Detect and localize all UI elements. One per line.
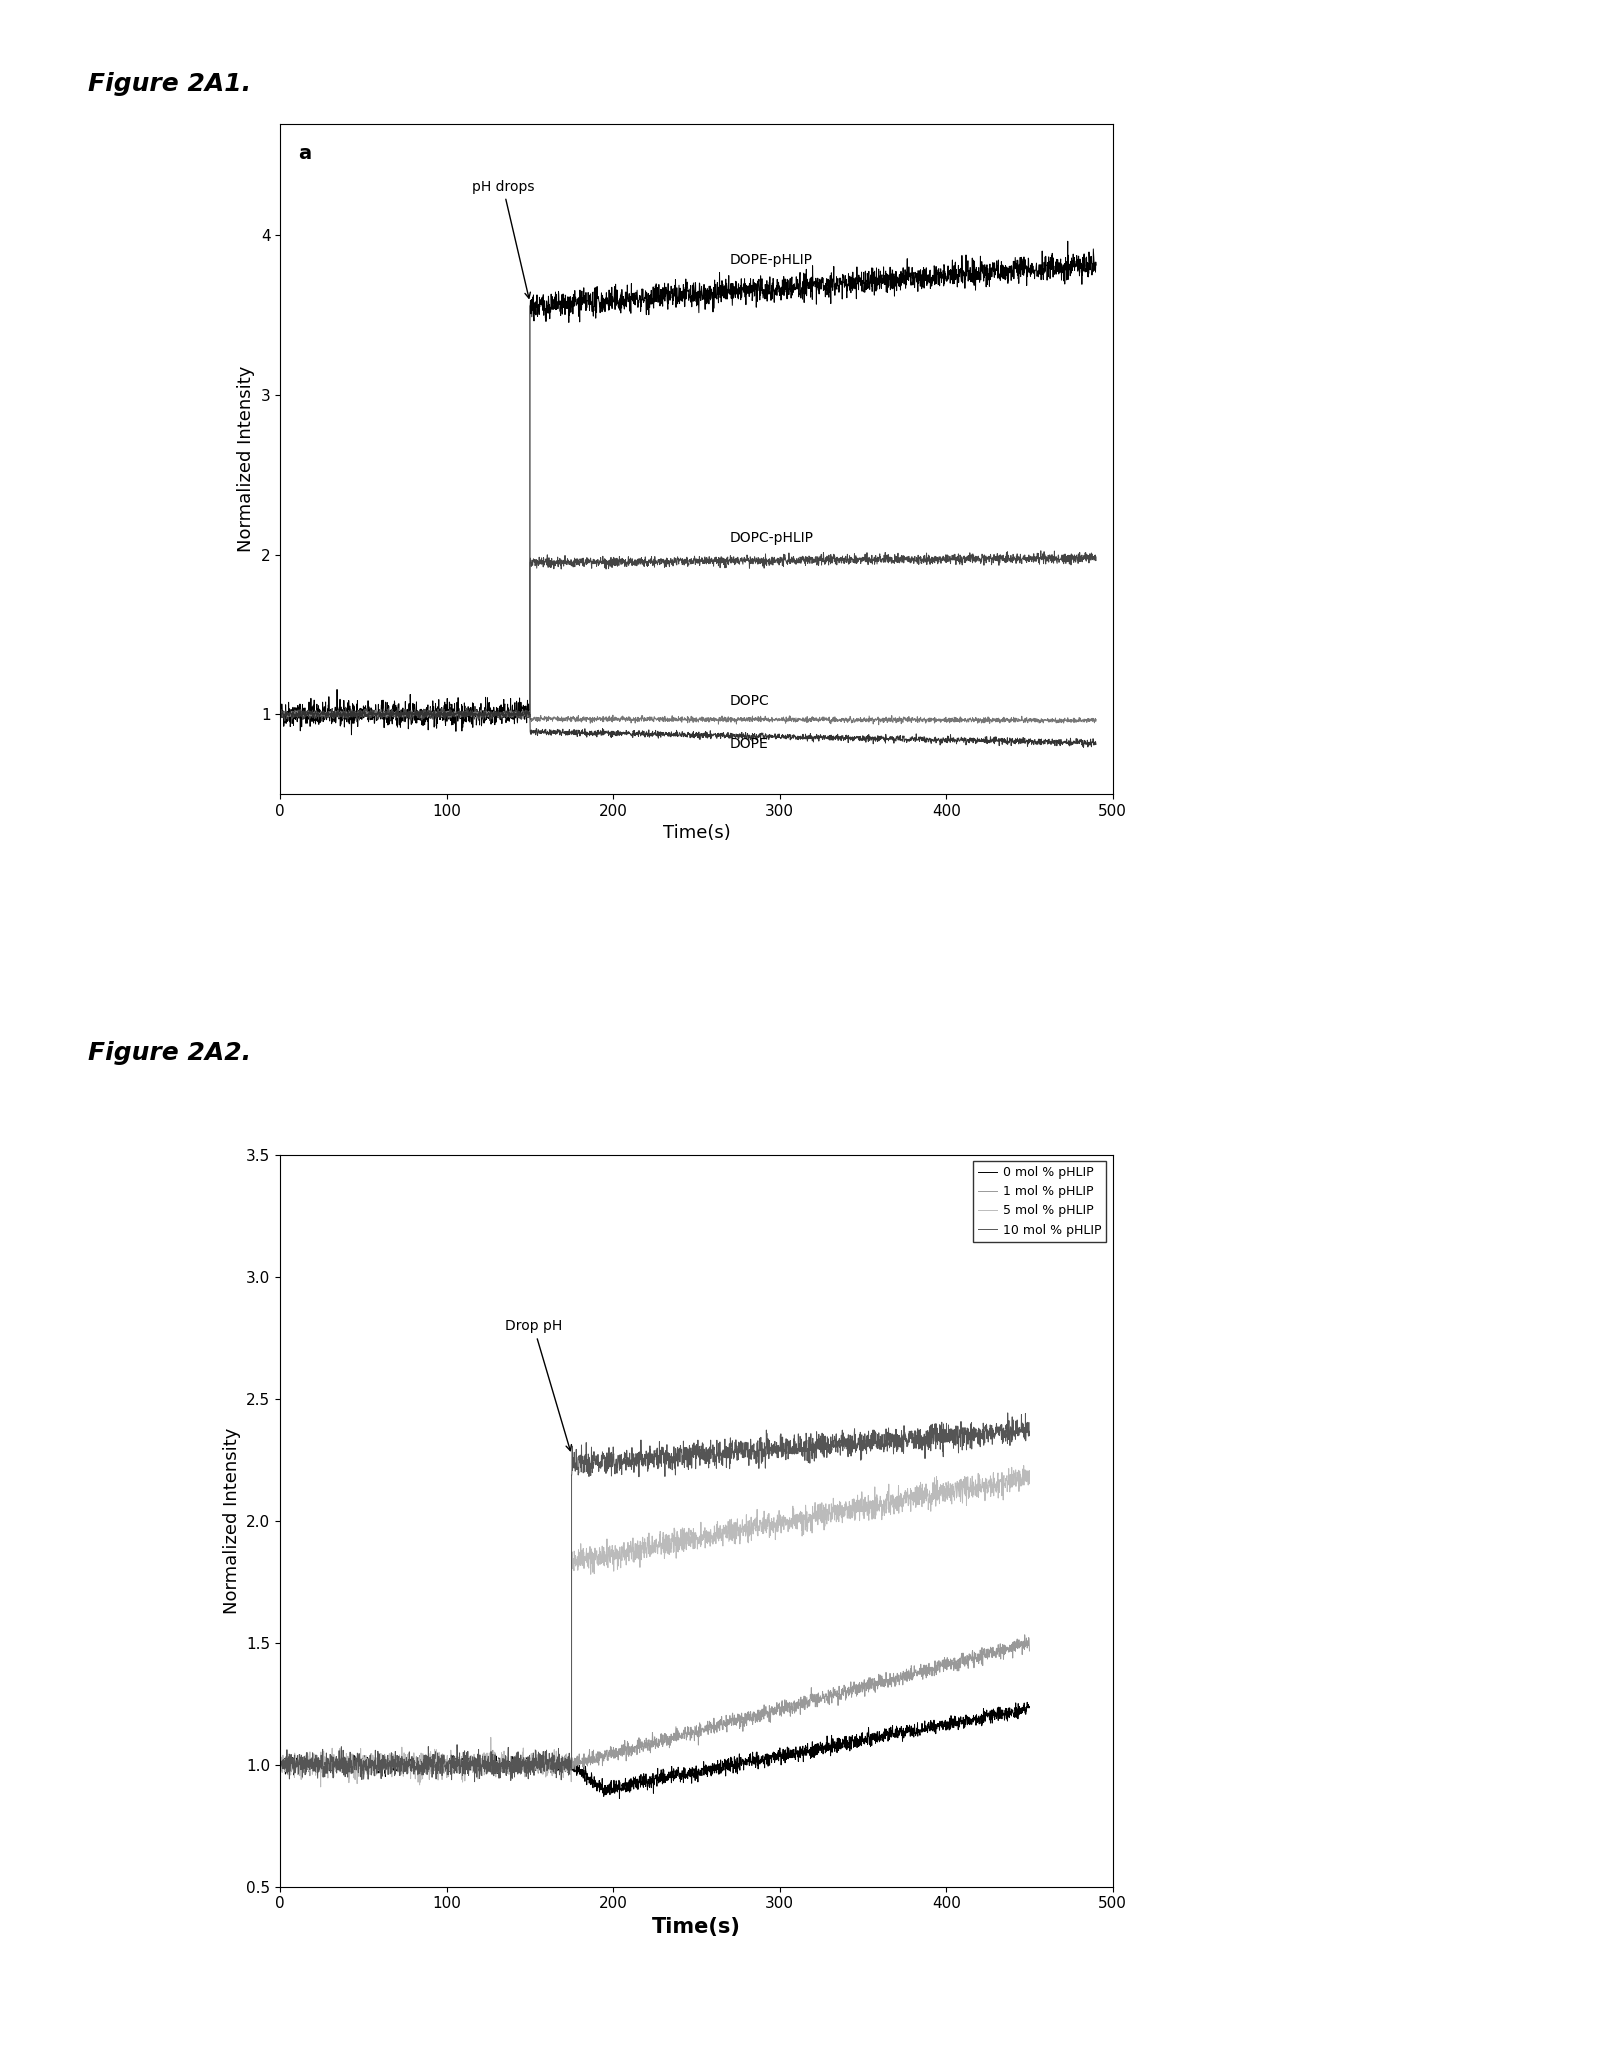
0 mol % pHLIP <box>666 1759 685 1784</box>
10 mol % pHLIP <box>274 1755 293 1780</box>
5 mol % pHLIP <box>919 1497 938 1522</box>
10 mol % pHLIP <box>472 1753 492 1777</box>
X-axis label: Time(s): Time(s) <box>652 1918 741 1936</box>
1 mol % pHLIP <box>472 1747 492 1771</box>
Text: Drop pH: Drop pH <box>504 1320 572 1452</box>
1 mol % pHLIP <box>679 1718 698 1742</box>
Line: 0 mol % pHLIP: 0 mol % pHLIP <box>280 1703 1029 1798</box>
Line: 10 mol % pHLIP: 10 mol % pHLIP <box>280 1412 1029 1782</box>
Y-axis label: Normalized Intensity: Normalized Intensity <box>223 1427 240 1615</box>
1 mol % pHLIP <box>271 1751 290 1775</box>
Text: DOPE: DOPE <box>730 736 768 751</box>
Text: DOPE-pHLIP: DOPE-pHLIP <box>730 254 813 268</box>
5 mol % pHLIP <box>271 1753 290 1777</box>
10 mol % pHLIP <box>271 1744 290 1769</box>
10 mol % pHLIP <box>679 1437 698 1462</box>
1 mol % pHLIP <box>1015 1623 1034 1648</box>
Line: 1 mol % pHLIP: 1 mol % pHLIP <box>280 1635 1029 1777</box>
1 mol % pHLIP <box>1020 1639 1039 1664</box>
Text: Figure 2A1.: Figure 2A1. <box>88 72 251 97</box>
Text: a: a <box>298 144 312 163</box>
10 mol % pHLIP <box>666 1450 685 1474</box>
0 mol % pHLIP <box>472 1757 492 1782</box>
0 mol % pHLIP <box>1020 1695 1039 1720</box>
5 mol % pHLIP <box>335 1747 354 1771</box>
1 mol % pHLIP <box>274 1755 293 1780</box>
10 mol % pHLIP <box>464 1769 484 1794</box>
X-axis label: Time(s): Time(s) <box>663 825 730 841</box>
5 mol % pHLIP <box>1020 1458 1039 1483</box>
0 mol % pHLIP <box>679 1759 698 1784</box>
5 mol % pHLIP <box>274 1747 293 1771</box>
1 mol % pHLIP <box>335 1751 354 1775</box>
5 mol % pHLIP <box>679 1522 698 1546</box>
0 mol % pHLIP <box>274 1749 293 1773</box>
5 mol % pHLIP <box>311 1775 330 1800</box>
0 mol % pHLIP <box>610 1786 629 1810</box>
Text: Figure 2A2.: Figure 2A2. <box>88 1041 251 1066</box>
Text: DOPC-pHLIP: DOPC-pHLIP <box>730 530 813 544</box>
10 mol % pHLIP <box>1020 1419 1039 1443</box>
Y-axis label: Normalized Intensity: Normalized Intensity <box>237 365 255 553</box>
0 mol % pHLIP <box>1018 1691 1037 1716</box>
Legend: 0 mol % pHLIP, 1 mol % pHLIP, 5 mol % pHLIP, 10 mol % pHLIP: 0 mol % pHLIP, 1 mol % pHLIP, 5 mol % pH… <box>973 1161 1106 1241</box>
1 mol % pHLIP <box>666 1728 685 1753</box>
5 mol % pHLIP <box>666 1528 685 1553</box>
Text: pH drops: pH drops <box>472 179 535 299</box>
0 mol % pHLIP <box>335 1753 354 1777</box>
0 mol % pHLIP <box>271 1742 290 1767</box>
10 mol % pHLIP <box>335 1747 354 1771</box>
5 mol % pHLIP <box>472 1759 492 1784</box>
0 mol % pHLIP <box>919 1716 938 1740</box>
10 mol % pHLIP <box>997 1400 1017 1425</box>
1 mol % pHLIP <box>323 1765 343 1790</box>
Text: DOPC: DOPC <box>730 693 770 707</box>
5 mol % pHLIP <box>1013 1454 1033 1478</box>
10 mol % pHLIP <box>919 1437 938 1462</box>
1 mol % pHLIP <box>919 1658 938 1683</box>
Line: 5 mol % pHLIP: 5 mol % pHLIP <box>280 1466 1029 1788</box>
